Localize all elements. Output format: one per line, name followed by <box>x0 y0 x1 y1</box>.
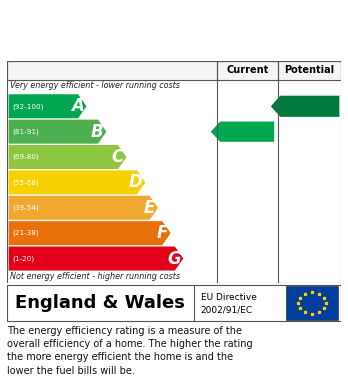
Text: 84: 84 <box>239 123 262 141</box>
Text: (69-80): (69-80) <box>13 154 39 160</box>
Text: F: F <box>157 224 168 242</box>
Text: (55-68): (55-68) <box>13 179 39 186</box>
Polygon shape <box>9 221 171 245</box>
Polygon shape <box>9 94 86 118</box>
Text: G: G <box>167 249 181 267</box>
Text: B: B <box>91 123 104 141</box>
Text: Very energy efficient - lower running costs: Very energy efficient - lower running co… <box>10 81 180 90</box>
Polygon shape <box>211 122 274 142</box>
Polygon shape <box>9 120 106 143</box>
Text: 2002/91/EC: 2002/91/EC <box>201 305 253 315</box>
Text: E: E <box>144 199 155 217</box>
Text: Not energy efficient - higher running costs: Not energy efficient - higher running co… <box>10 272 180 282</box>
Text: (92-100): (92-100) <box>13 103 44 109</box>
Text: C: C <box>111 148 124 166</box>
Text: Potential: Potential <box>284 65 334 75</box>
Polygon shape <box>9 246 183 271</box>
Text: EU Directive: EU Directive <box>201 292 256 302</box>
Text: England & Wales: England & Wales <box>15 294 185 312</box>
Text: (39-54): (39-54) <box>13 204 39 211</box>
Text: D: D <box>129 173 143 192</box>
Polygon shape <box>9 170 145 194</box>
Text: Energy Efficiency Rating: Energy Efficiency Rating <box>15 32 244 50</box>
Text: The energy efficiency rating is a measure of the
overall efficiency of a home. T: The energy efficiency rating is a measur… <box>7 326 253 376</box>
Text: A: A <box>71 97 84 115</box>
Polygon shape <box>271 96 339 117</box>
Text: (81-91): (81-91) <box>13 128 39 135</box>
Polygon shape <box>9 196 158 220</box>
Polygon shape <box>9 145 126 169</box>
Bar <box>286 286 338 320</box>
Text: Current: Current <box>226 65 269 75</box>
Text: (21-38): (21-38) <box>13 230 39 237</box>
Text: (1-20): (1-20) <box>13 255 35 262</box>
Bar <box>7 61 341 80</box>
Text: 94: 94 <box>301 97 325 115</box>
